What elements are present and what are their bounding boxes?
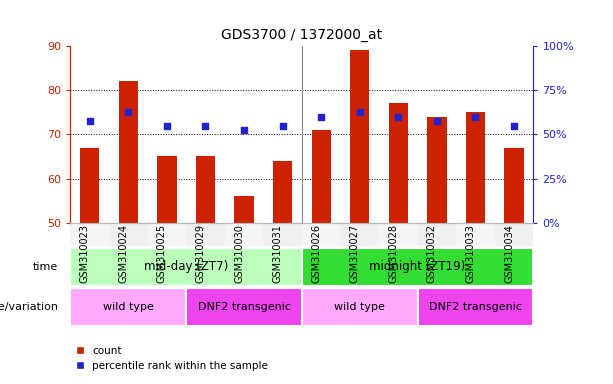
- Point: [394, 114, 403, 120]
- Bar: [456, 223, 495, 246]
- Legend: count, percentile rank within the sample: count, percentile rank within the sample: [75, 346, 268, 371]
- Text: GSM310023: GSM310023: [80, 224, 89, 283]
- Bar: [302, 248, 533, 286]
- Bar: [264, 223, 302, 246]
- Bar: [186, 223, 225, 246]
- Text: mid-day (ZT7): mid-day (ZT7): [144, 260, 228, 273]
- Point: [355, 109, 365, 115]
- Point: [123, 109, 133, 115]
- Bar: [80, 148, 99, 223]
- Point: [200, 122, 210, 129]
- Text: GSM310029: GSM310029: [196, 224, 205, 283]
- Bar: [234, 196, 254, 223]
- Bar: [158, 157, 177, 223]
- Text: GSM310034: GSM310034: [504, 224, 514, 283]
- Bar: [389, 104, 408, 223]
- Bar: [196, 157, 215, 223]
- Text: genotype/variation: genotype/variation: [0, 302, 58, 312]
- Text: GSM310027: GSM310027: [350, 224, 360, 283]
- Bar: [495, 223, 533, 246]
- Text: GSM310033: GSM310033: [465, 224, 476, 283]
- Text: wild type: wild type: [103, 302, 154, 312]
- Title: GDS3700 / 1372000_at: GDS3700 / 1372000_at: [221, 28, 383, 42]
- Text: DNF2 transgenic: DNF2 transgenic: [429, 302, 522, 312]
- Bar: [350, 50, 370, 223]
- Text: GSM310024: GSM310024: [118, 224, 128, 283]
- Point: [239, 127, 249, 133]
- Bar: [302, 223, 340, 246]
- Bar: [109, 223, 148, 246]
- Bar: [340, 223, 379, 246]
- Bar: [427, 117, 446, 223]
- Text: wild type: wild type: [334, 302, 385, 312]
- Bar: [466, 112, 485, 223]
- Text: GSM310028: GSM310028: [388, 224, 398, 283]
- Text: GSM310031: GSM310031: [273, 224, 283, 283]
- Bar: [417, 223, 456, 246]
- Point: [471, 114, 481, 120]
- Bar: [225, 223, 264, 246]
- Bar: [379, 223, 417, 246]
- Bar: [70, 223, 109, 246]
- Point: [432, 118, 442, 124]
- Point: [85, 118, 94, 124]
- Text: GSM310025: GSM310025: [157, 224, 167, 283]
- Point: [316, 114, 326, 120]
- Bar: [504, 148, 524, 223]
- Text: time: time: [33, 262, 58, 272]
- Bar: [148, 223, 186, 246]
- Text: GSM310026: GSM310026: [311, 224, 321, 283]
- Point: [509, 122, 519, 129]
- Bar: [70, 288, 186, 326]
- Bar: [273, 161, 292, 223]
- Bar: [417, 288, 533, 326]
- Bar: [311, 130, 331, 223]
- Text: DNF2 transgenic: DNF2 transgenic: [197, 302, 291, 312]
- Text: midnight (ZT19): midnight (ZT19): [370, 260, 466, 273]
- Bar: [186, 288, 302, 326]
- Bar: [119, 81, 138, 223]
- Bar: [302, 288, 417, 326]
- Text: GSM310032: GSM310032: [427, 224, 437, 283]
- Text: GSM310030: GSM310030: [234, 224, 244, 283]
- Point: [278, 122, 287, 129]
- Point: [162, 122, 172, 129]
- Bar: [70, 248, 302, 286]
